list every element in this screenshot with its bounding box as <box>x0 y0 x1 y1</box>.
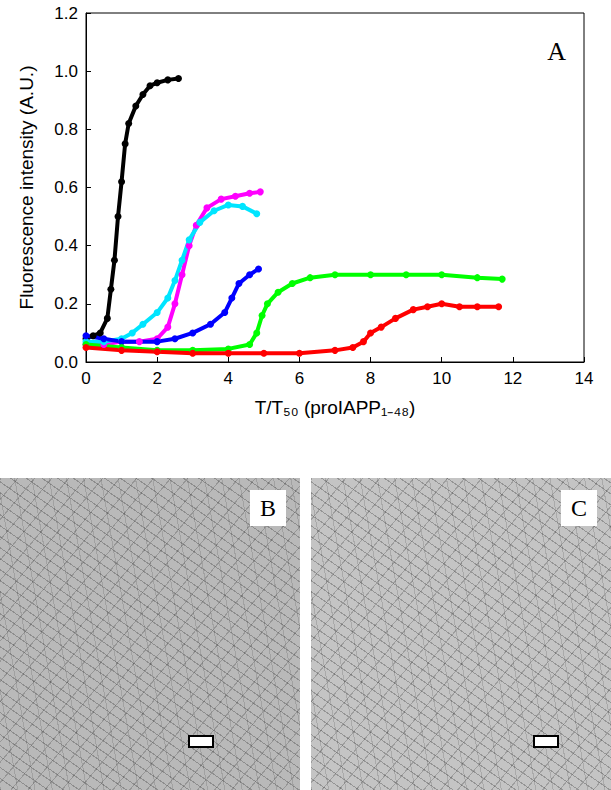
svg-text:14: 14 <box>575 369 594 388</box>
svg-text:1.0: 1.0 <box>54 62 78 81</box>
svg-text:0.8: 0.8 <box>54 120 78 139</box>
svg-text:0.0: 0.0 <box>54 353 78 372</box>
svg-text:12: 12 <box>503 369 522 388</box>
svg-text:Fluorescence intensity (A.U.): Fluorescence intensity (A.U.) <box>16 66 37 310</box>
svg-text:0.6: 0.6 <box>54 178 78 197</box>
svg-text:10: 10 <box>432 369 451 388</box>
svg-text:0.4: 0.4 <box>54 236 78 255</box>
svg-text:4: 4 <box>224 369 233 388</box>
html-text:C: C <box>571 495 587 521</box>
svg-text:T/T₅₀ (proIAPP₁₋₄₈): T/T₅₀ (proIAPP₁₋₄₈) <box>255 397 416 418</box>
svg-text:A: A <box>547 37 566 66</box>
svg-text:2: 2 <box>152 369 161 388</box>
svg-text:0: 0 <box>81 369 90 388</box>
svg-text:6: 6 <box>295 369 304 388</box>
html-text:B: B <box>260 495 276 521</box>
svg-text:0.2: 0.2 <box>54 294 78 313</box>
svg-text:8: 8 <box>366 369 375 388</box>
svg-text:1.2: 1.2 <box>54 4 78 23</box>
